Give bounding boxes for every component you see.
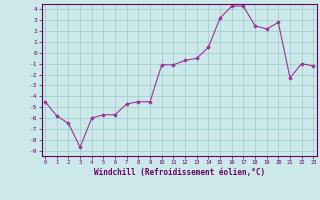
X-axis label: Windchill (Refroidissement éolien,°C): Windchill (Refroidissement éolien,°C) (94, 168, 265, 177)
